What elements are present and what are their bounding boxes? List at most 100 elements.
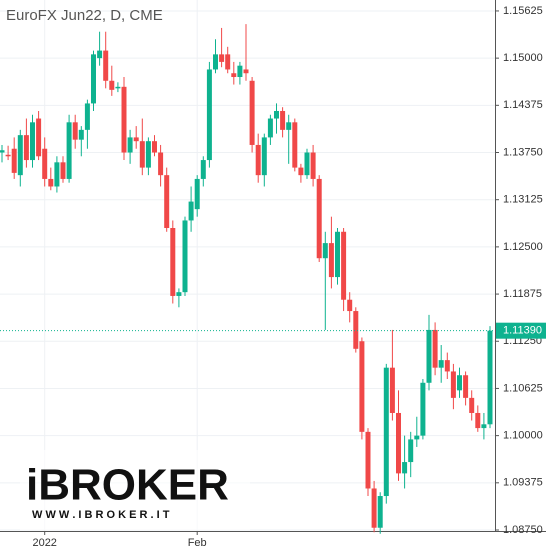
- candle-body: [133, 137, 139, 142]
- candle-body: [78, 129, 84, 140]
- y-tick-label: 1.12500: [503, 241, 543, 253]
- candle-body: [182, 220, 188, 293]
- y-tick-label: 1.08750: [503, 524, 543, 536]
- candle-body: [60, 162, 66, 179]
- candle-body: [450, 371, 456, 398]
- logo: iBROKER: [26, 461, 229, 510]
- y-tick-label: 1.15625: [503, 5, 543, 17]
- candle-body: [408, 439, 414, 463]
- candle-body: [225, 54, 231, 70]
- candle-body: [0, 150, 5, 153]
- candle-body: [206, 69, 212, 161]
- candle-body: [11, 148, 17, 173]
- candle-body: [152, 141, 157, 153]
- candle-body: [316, 178, 322, 259]
- candle-body: [389, 367, 395, 413]
- y-tick-label: 1.09375: [503, 477, 543, 489]
- candle-body: [341, 231, 347, 300]
- candle-body: [396, 412, 401, 474]
- candle-body: [432, 329, 438, 368]
- candle-body: [274, 110, 279, 119]
- y-tick-label: 1.13750: [503, 146, 543, 158]
- candle-body: [194, 178, 200, 210]
- candle-body: [103, 50, 109, 81]
- candle-body: [84, 103, 90, 130]
- candle-body: [359, 341, 365, 432]
- candle-body: [164, 175, 170, 229]
- candle-body: [42, 148, 48, 179]
- candle-body: [48, 178, 54, 187]
- candle-body: [237, 65, 243, 78]
- x-tick-label: Feb: [188, 537, 207, 549]
- candle-body: [115, 86, 121, 89]
- logo-bg: [20, 450, 250, 530]
- candle-body: [298, 167, 304, 176]
- candle-body: [158, 152, 164, 176]
- candle-body: [426, 329, 432, 383]
- candle-body: [121, 86, 127, 153]
- candle-body: [280, 110, 286, 130]
- candle-body: [5, 154, 11, 157]
- x-tick-label: 2022: [32, 537, 56, 549]
- candle-body: [414, 435, 420, 440]
- candle-body: [335, 231, 340, 278]
- candle-body: [54, 162, 60, 187]
- y-tick-label: 1.15000: [503, 52, 543, 64]
- candle-body: [402, 462, 408, 474]
- y-tick-label: 1.14375: [503, 99, 543, 111]
- candle-body: [469, 397, 475, 413]
- candle-body: [475, 412, 481, 429]
- y-tick-label: 1.10000: [503, 430, 543, 442]
- candle-body: [261, 137, 267, 176]
- candle-body: [66, 122, 72, 179]
- y-tick-label: 1.13125: [503, 194, 543, 206]
- candle-body: [213, 54, 218, 70]
- last-price-tag: [496, 322, 546, 339]
- y-tick-label: 1.10625: [503, 382, 543, 394]
- candle-body: [72, 122, 78, 140]
- candle-body: [463, 375, 469, 398]
- candle-body: [267, 118, 273, 138]
- candle-body: [243, 69, 249, 74]
- candle-body: [328, 243, 334, 278]
- candle-body: [170, 228, 176, 296]
- logo-url: W W W . I B R O K E R . I T: [32, 509, 170, 521]
- candle-body: [353, 311, 359, 349]
- candle-body: [457, 375, 462, 391]
- candle-body: [255, 144, 261, 176]
- candle-body: [286, 122, 292, 130]
- candle-body: [420, 382, 426, 436]
- candle-body: [23, 135, 29, 161]
- candle-body: [438, 360, 444, 368]
- candle-body: [365, 431, 371, 489]
- candle-body: [444, 360, 450, 372]
- candle-body: [145, 141, 151, 168]
- candle-body: [176, 292, 182, 296]
- candle-body: [322, 243, 328, 259]
- candle-body: [17, 135, 23, 176]
- candle-body: [139, 141, 145, 168]
- candle-body: [188, 201, 194, 221]
- candle-body: [383, 367, 389, 497]
- candle-body: [219, 54, 225, 62]
- candle-body: [127, 137, 133, 153]
- candle-body: [481, 424, 487, 429]
- candle-body: [36, 118, 42, 157]
- candle-body: [200, 160, 206, 179]
- last-price-label: 1.11390: [503, 325, 542, 337]
- candle-body: [30, 122, 35, 161]
- y-tick-label: 1.11875: [503, 288, 542, 300]
- candle-body: [347, 299, 353, 312]
- candle-body: [91, 54, 96, 104]
- candle-body: [371, 488, 377, 528]
- candle-body: [487, 330, 493, 425]
- candle-body: [97, 50, 103, 59]
- candle-body: [304, 152, 310, 176]
- candle-body: [249, 80, 255, 145]
- candle-body: [377, 496, 383, 528]
- candle-body: [292, 122, 298, 168]
- candle-body: [310, 152, 316, 179]
- candle-body: [109, 80, 115, 90]
- candle-body: [231, 73, 237, 78]
